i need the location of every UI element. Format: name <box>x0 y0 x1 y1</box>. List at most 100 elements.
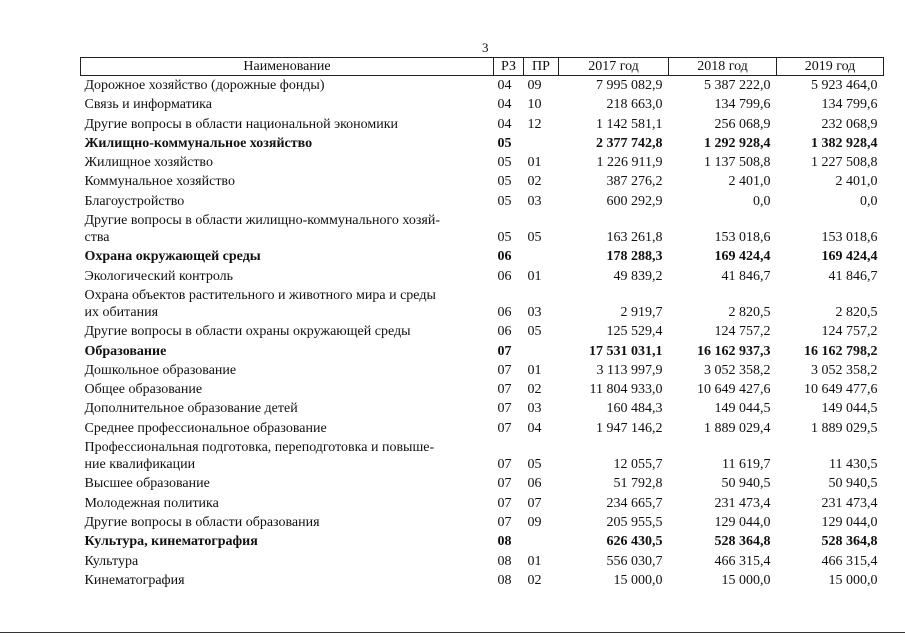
table-row: Среднее профессиональное образование 07 04… <box>81 419 884 438</box>
table-row: Образование 07 17 531 031,1 16 162 937,3 16 … <box>81 342 884 361</box>
subsection-code: 01 <box>527 362 542 378</box>
section-code: 05 <box>497 230 512 246</box>
subsection-code <box>524 134 559 153</box>
amount-2019: 153 018,6 <box>821 230 878 246</box>
row-name: Благоустройство <box>84 193 185 209</box>
subsection-code: 05 <box>527 230 542 246</box>
section-code: 07 <box>497 457 512 473</box>
amount-2019: 169 424,4 <box>821 249 878 265</box>
section-code: 06 <box>497 324 512 340</box>
subsection-code: 02 <box>527 572 542 588</box>
amount-2018: 16 162 937,3 <box>697 343 771 359</box>
amount-2018: 1 137 508,8 <box>704 155 771 171</box>
row-name: Дошкольное образование <box>84 362 237 378</box>
section-code: 07 <box>497 476 512 492</box>
subsection-code: 03 <box>527 401 542 417</box>
column-header: 2019 год <box>776 57 884 76</box>
amount-2018: 169 424,4 <box>714 249 771 265</box>
table-row: Жилищное хозяйство 05 01 1 226 911,9 1 137 5… <box>81 153 884 172</box>
amount-2017: 178 288,3 <box>606 249 663 265</box>
amount-2019: 528 364,8 <box>821 534 878 550</box>
amount-2017: 218 663,0 <box>606 97 663 113</box>
amount-2019: 16 162 798,2 <box>804 343 878 359</box>
amount-2018: 153 018,6 <box>714 230 771 246</box>
amount-2017: 3 113 997,9 <box>596 362 663 378</box>
table-row: Охрана объектов растительного и животног… <box>81 286 884 322</box>
amount-2018: 124 757,2 <box>714 324 771 340</box>
subsection-code: 12 <box>527 116 542 132</box>
amount-2017: 1 947 146,2 <box>596 420 663 436</box>
subsection-code: 07 <box>527 495 542 511</box>
amount-2017: 600 292,9 <box>606 193 663 209</box>
amount-2018: 11 619,7 <box>722 457 771 473</box>
table-row: Высшее образование 07 06 51 792,8 50 940,5 50… <box>81 474 884 493</box>
section-code: 07 <box>497 362 512 378</box>
section-code: 07 <box>497 382 512 398</box>
subsection-code: 01 <box>527 553 542 569</box>
amount-2019: 41 846,7 <box>828 268 878 284</box>
row-name: Связь и информатика <box>84 97 212 113</box>
section-code: 07 <box>497 514 512 530</box>
amount-2019: 1 889 029,5 <box>811 420 878 436</box>
amount-2017: 556 030,7 <box>606 553 663 569</box>
section-code: 07 <box>497 495 512 511</box>
section-code: 04 <box>497 78 512 93</box>
amount-2018: 231 473,4 <box>714 495 771 511</box>
page-number: 3 <box>482 40 489 55</box>
row-name: Другие вопросы в области жилищно-коммуна… <box>84 213 441 246</box>
amount-2018: 41 846,7 <box>721 268 771 284</box>
page-edge <box>0 632 905 633</box>
budget-table: Наименование РЗ ПР 2017 год 2018 год 2019 год… <box>80 57 884 590</box>
table-row: Охрана окружающей среды 06 178 288,3 169 42… <box>81 247 884 266</box>
amount-2018: 129 044,0 <box>714 514 771 530</box>
subsection-code: 01 <box>527 268 542 284</box>
amount-2019: 466 315,4 <box>821 553 878 569</box>
amount-2017: 160 484,3 <box>606 401 663 417</box>
amount-2018: 149 044,5 <box>714 401 771 417</box>
amount-2017: 626 430,5 <box>606 534 663 550</box>
amount-2018: 2 401,0 <box>728 174 771 190</box>
row-name: Жилищно-коммунальное хозяйство <box>84 135 313 151</box>
table-row: Экологический контроль 06 01 49 839,2 41 846… <box>81 267 884 286</box>
table-row: Молодежная политика 07 07 234 665,7 231 473,… <box>81 494 884 513</box>
amount-2017: 49 839,2 <box>613 268 663 284</box>
amount-2017: 234 665,7 <box>606 495 663 511</box>
table-body: Дорожное хозяйство (дорожные фонды) 04 09 7… <box>81 76 884 591</box>
subsection-code: 04 <box>527 420 542 436</box>
amount-2018: 2 820,5 <box>728 304 771 320</box>
section-code: 06 <box>497 304 512 320</box>
amount-2017: 17 531 031,1 <box>589 343 663 359</box>
row-name: Общее образование <box>84 382 203 398</box>
amount-2019: 50 940,5 <box>828 476 878 492</box>
amount-2017: 7 995 082,9 <box>596 78 663 93</box>
row-name: Охрана объектов растительного и животног… <box>84 287 436 320</box>
amount-2018: 466 315,4 <box>714 553 771 569</box>
section-code: 08 <box>497 534 512 550</box>
table-row: Профессиональная подготовка, переподгото… <box>81 438 884 474</box>
subsection-code: 01 <box>527 155 542 171</box>
amount-2017: 1 142 581,1 <box>596 116 663 132</box>
row-name: Дополнительное образование детей <box>84 401 298 417</box>
table-row: Дошкольное образование 07 01 3 113 997,9 3 0… <box>81 361 884 380</box>
amount-2017: 1 226 911,9 <box>596 155 663 171</box>
amount-2017: 2 377 742,8 <box>596 135 663 151</box>
amount-2017: 125 529,4 <box>606 324 663 340</box>
subsection-code: 09 <box>527 78 542 93</box>
subsection-code: 03 <box>527 304 542 320</box>
section-code: 05 <box>497 155 512 171</box>
amount-2019: 1 382 928,4 <box>811 135 878 151</box>
section-code: 07 <box>497 343 512 359</box>
column-header: РЗ <box>493 57 524 76</box>
amount-2018: 256 068,9 <box>714 116 771 132</box>
row-name: Охрана окружающей среды <box>84 249 261 265</box>
amount-2019: 232 068,9 <box>821 116 878 132</box>
table-row: Дополнительное образование детей 07 03 160 … <box>81 399 884 418</box>
amount-2018: 1 889 029,4 <box>704 420 771 436</box>
amount-2019: 5 923 464,0 <box>811 78 878 93</box>
row-name: Жилищное хозяйство <box>84 155 213 171</box>
table-row: Дорожное хозяйство (дорожные фонды) 04 09 7… <box>81 76 884 96</box>
section-code: 06 <box>497 268 512 284</box>
amount-2018: 50 940,5 <box>721 476 771 492</box>
section-code: 05 <box>497 193 512 209</box>
